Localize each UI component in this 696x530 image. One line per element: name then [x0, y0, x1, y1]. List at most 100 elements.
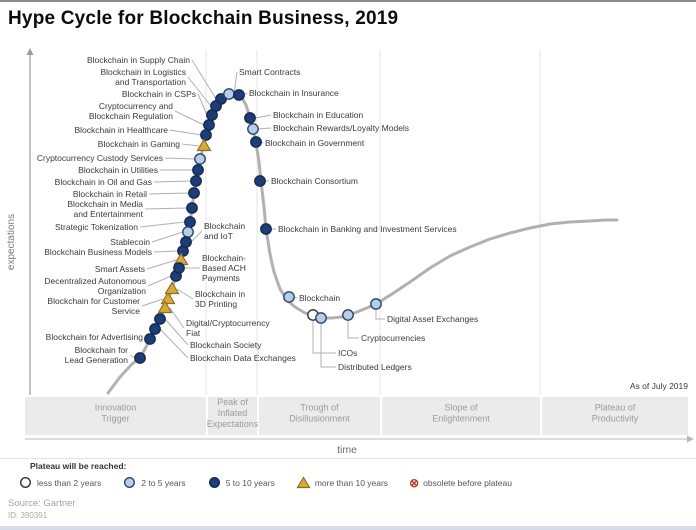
label-blockchain-in-utilities: Blockchain in Utilities [78, 165, 158, 175]
chart-item-blockchain-based-ach-payments: Blockchain-Based ACH Payments [173, 253, 246, 283]
marker-circle-blockchain-consortium [254, 175, 266, 187]
legend-item-label: obsolete before plateau [423, 477, 512, 488]
bottom-strip [0, 526, 696, 530]
chart-item-decentralized-autonomous-organization: Decentralized Autonomous Organization [44, 270, 182, 296]
label-blockchain-for-customer-service: Blockchain for Customer Service [47, 296, 140, 316]
phase-label: Innovation Trigger [95, 403, 137, 424]
chart-item-blockchain-consortium: Blockchain Consortium [254, 175, 358, 187]
marker-circle-blockchain-and-iot [180, 236, 192, 248]
chart-item-blockchain-in-banking-and-investment-services: Blockchain in Banking and Investment Ser… [260, 223, 457, 235]
legend-item-label: 2 to 5 years [141, 477, 186, 488]
obsolete-before-plateau-icon: ⊗ [409, 475, 420, 490]
chart-item-blockchain-business-models: Blockchain Business Models [44, 245, 189, 257]
chart-item-blockchain-for-customer-service: Blockchain for Customer Service [47, 291, 176, 316]
phase-label: Slope of Enlightenment [432, 403, 490, 424]
x-axis-arrow-icon [687, 435, 694, 443]
marker-circle-blockchain-for-lead-generation [134, 352, 146, 364]
chart-item-blockchain-society: Blockchain Society [154, 313, 262, 350]
label-smart-assets: Smart Assets [95, 264, 145, 274]
leader-line [233, 71, 238, 95]
label-blockchain-in-government: Blockchain in Government [265, 138, 365, 148]
chart-item-blockchain-in-oil-and-gas: Blockchain in Oil and Gas [55, 175, 202, 187]
label-stablecoin: Stablecoin [110, 237, 150, 247]
page-title: Hype Cycle for Blockchain Business, 2019 [8, 8, 399, 29]
lt2-marker-icon [19, 476, 32, 489]
marker-triangle-digital-cryptocurrency-fiat [157, 300, 173, 314]
leader-line [257, 127, 272, 130]
phase-plateau-of-productivity: Plateau of Productivity [542, 397, 688, 435]
marker-circle-blockchain-in-education [244, 112, 256, 124]
chart-item-blockchain-in-healthcare: Blockchain in Healthcare [74, 125, 212, 141]
leader-line [153, 180, 192, 183]
marker-circle-strategic-tokenization [184, 216, 196, 228]
label-blockchain-in-oil-and-gas: Blockchain in Oil and Gas [55, 177, 152, 187]
chart-item-blockchain-in-utilities: Blockchain in Utilities [78, 164, 204, 176]
label-smart-contracts: Smart Contracts [239, 67, 300, 77]
label-strategic-tokenization: Strategic Tokenization [55, 222, 138, 232]
legend: less than 2 years 2 to 5 years 5 to 10 yea… [18, 476, 512, 489]
label-blockchain-in-healthcare: Blockchain in Healthcare [74, 125, 168, 135]
marker-circle-blockchain-in-csps [206, 109, 218, 121]
chart-item-blockchain-in-media-and-entertainment: Blockchain in Media and Entertainment [67, 199, 198, 219]
legend-item-5-to-10-years: 5 to 10 years [207, 476, 275, 489]
leader-line [190, 230, 203, 243]
chart-item-blockchain-in-3d-printing: Blockchain in 3D Printing [164, 281, 245, 309]
label-digital-cryptocurrency-fiat: Digital/Cryptocurrency Fiat [186, 318, 270, 338]
label-blockchain-based-ach-payments: Blockchain-Based ACH Payments [202, 253, 246, 283]
label-blockchain-for-lead-generation: Blockchain for Lead Generation [65, 345, 129, 365]
chart-item-cryptocurrency-and-blockchain-regulation: Cryptocurrency and Blockchain Regulation [89, 101, 215, 131]
label-blockchain-in-education: Blockchain in Education [273, 110, 364, 120]
legend-item-label: less than 2 years [37, 477, 102, 488]
label-blockchain: Blockchain [299, 293, 340, 303]
leader-line [375, 310, 385, 320]
source-attribution: Source: Gartner [8, 498, 76, 509]
leader-line [139, 221, 186, 228]
marker-circle-blockchain-in-government [250, 136, 262, 148]
label-decentralized-autonomous-organization: Decentralized Autonomous Organization [44, 276, 146, 296]
phase-band [542, 397, 688, 435]
y-axis-arrow-icon [26, 48, 34, 55]
leader-line [146, 259, 177, 270]
marker-circle-digital-asset-exchanges [370, 298, 382, 310]
marker-circle-smart-contracts [223, 88, 235, 100]
phase-slope-of-enlightenment: Slope of Enlightenment [382, 397, 540, 435]
label-blockchain-for-advertising: Blockchain for Advertising [46, 332, 144, 342]
leader-line [153, 250, 179, 253]
marker-circle-blockchain-data-exchanges [149, 323, 161, 335]
label-blockchain-in-csps: Blockchain in CSPs [122, 89, 196, 99]
leader-line [254, 114, 272, 119]
label-blockchain-in-banking-and-investment-services: Blockchain in Banking and Investment Ser… [278, 224, 457, 234]
legend-item-label: 5 to 10 years [225, 477, 275, 488]
marker-circle-distributed-ledgers [315, 312, 327, 324]
leader-line [187, 76, 212, 107]
leader-line [197, 93, 208, 116]
label-blockchain-data-exchanges: Blockchain Data Exchanges [190, 353, 296, 363]
marker-circle-blockchain-in-retail [188, 187, 200, 199]
chart-item-blockchain: Blockchain [283, 291, 340, 303]
label-cryptocurrency-and-blockchain-regulation: Cryptocurrency and Blockchain Regulation [89, 101, 173, 121]
chart-item-blockchain-in-retail: Blockchain in Retail [73, 187, 200, 199]
phase-peak-of-inflated-expectations: Peak of Inflated Expectations [207, 397, 259, 435]
chart-item-cryptocurrencies: Cryptocurrencies [342, 309, 425, 343]
label-blockchain-society: Blockchain Society [190, 340, 262, 350]
label-blockchain-in-gaming: Blockchain in Gaming [98, 139, 180, 149]
label-distributed-ledgers: Distributed Ledgers [338, 362, 412, 372]
label-blockchain-in-logistics-and-transportation: Blockchain in Logistics and Transportatio… [100, 67, 186, 87]
chart-item-icos: ICOs [307, 309, 357, 358]
marker-circle-blockchain-society [154, 313, 166, 325]
label-blockchain-consortium: Blockchain Consortium [271, 176, 358, 186]
leader-line [312, 321, 336, 354]
marker-triangle-blockchain-in-3d-printing [164, 281, 180, 295]
label-blockchain-business-models: Blockchain Business Models [44, 247, 152, 257]
phase-band [208, 397, 257, 435]
label-digital-asset-exchanges: Digital Asset Exchanges [387, 314, 478, 324]
label-blockchain-in-supply-chain: Blockchain in Supply Chain [87, 55, 190, 65]
chart-item-blockchain-data-exchanges: Blockchain Data Exchanges [149, 323, 296, 363]
marker-circle-blockchain-in-insurance [233, 89, 245, 101]
label-cryptocurrencies: Cryptocurrencies [361, 333, 425, 343]
chart-item-strategic-tokenization: Strategic Tokenization [55, 216, 196, 232]
gt10-marker-icon [296, 476, 311, 489]
chart-item-blockchain-for-advertising: Blockchain for Advertising [46, 332, 156, 345]
